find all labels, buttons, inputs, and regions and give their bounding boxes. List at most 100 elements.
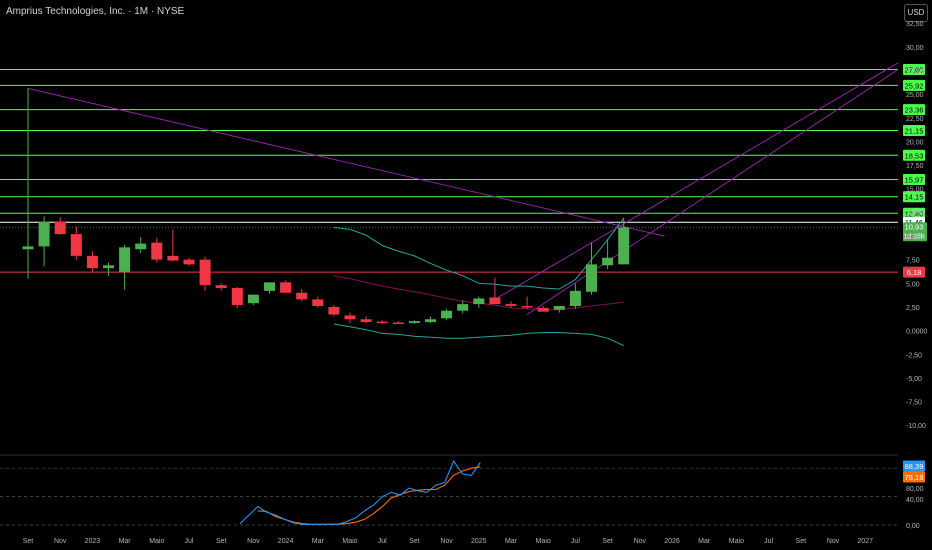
bb-upper-line: [333, 217, 625, 290]
candle-body[interactable]: [392, 322, 404, 325]
currency-button[interactable]: USD: [904, 4, 928, 22]
price-tick-label: -7,50: [906, 400, 922, 407]
candle-body[interactable]: [569, 290, 581, 307]
level-label: 18,53: [905, 151, 924, 160]
candle-body[interactable]: [103, 265, 114, 269]
time-tick-label: Jul: [764, 538, 773, 545]
candle-body[interactable]: [376, 321, 388, 324]
candle-body[interactable]: [505, 304, 517, 307]
candle-body[interactable]: [119, 247, 131, 272]
chart-title: Amprius Technologies, Inc. · 1M · NYSE: [6, 6, 185, 17]
price-axis: 32,50 30,00 27,50 25,00 22,50 20,00 17,50 15,00…: [906, 21, 928, 530]
candle-body[interactable]: [151, 242, 163, 260]
candle-body[interactable]: [360, 319, 372, 323]
candle-body[interactable]: [183, 259, 195, 265]
candle-body[interactable]: [489, 297, 501, 305]
stoch-d-line: [257, 466, 481, 525]
candle-body[interactable]: [328, 306, 340, 315]
candle-body[interactable]: [537, 307, 549, 312]
price-tick-label: 10,00: [906, 234, 924, 241]
stoch-value-tag: [903, 471, 925, 483]
candle-body[interactable]: [312, 299, 324, 307]
time-tick-label: Set: [216, 538, 227, 545]
candle-body[interactable]: [199, 259, 211, 286]
time-tick-label: 2026: [664, 538, 680, 545]
stoch-value-label: 78,18: [905, 473, 924, 482]
level-tag: [903, 104, 925, 116]
candle-body[interactable]: [231, 288, 243, 306]
bollinger-bands: [333, 217, 625, 347]
price-tick-label: 12,50: [906, 210, 924, 217]
candle-body[interactable]: [602, 257, 614, 266]
level-tag: [903, 64, 925, 76]
stoch-value-tag: [903, 460, 925, 472]
time-tick-label: 2024: [278, 538, 294, 545]
price-tick-label: 7,50: [906, 258, 920, 265]
grid: [0, 454, 898, 526]
time-tick-label: Jul: [185, 538, 194, 545]
trend-lines: [27, 62, 899, 315]
candle-body[interactable]: [280, 282, 292, 293]
last-price-label: 10,93: [905, 223, 924, 232]
candle-body[interactable]: [167, 255, 179, 261]
time-tick-label: Nov: [54, 538, 67, 545]
stoch-k-line: [239, 459, 481, 525]
level-tag: [903, 266, 925, 278]
candle-body[interactable]: [70, 234, 82, 256]
candle-body[interactable]: [215, 285, 227, 289]
level-tag: [903, 79, 925, 91]
time-tick-label: Maio: [729, 538, 744, 545]
candle-body[interactable]: [344, 315, 356, 320]
level-label: 25,92: [905, 81, 924, 90]
time-tick-label: Set: [23, 538, 34, 545]
price-tick-label: 5,00: [906, 281, 920, 288]
time-tick-label: Nov: [247, 538, 260, 545]
candle-body[interactable]: [457, 304, 469, 311]
time-tick-label: Mar: [312, 538, 325, 545]
candle-body[interactable]: [264, 282, 275, 291]
channel-upper: [494, 62, 899, 300]
level-label: 12,40: [905, 209, 924, 218]
candle-body[interactable]: [86, 255, 98, 269]
candle-body[interactable]: [54, 221, 66, 235]
time-tick-label: Jul: [378, 538, 387, 545]
candle-body[interactable]: [618, 227, 630, 265]
candle-body[interactable]: [22, 246, 34, 250]
stoch-value-label: 88,39: [905, 462, 924, 471]
stoch-tick-label: 40,00: [906, 497, 924, 504]
candle-body[interactable]: [296, 292, 308, 300]
time-tick-label: Set: [409, 538, 420, 545]
price-tick-label: 17,50: [906, 163, 924, 170]
time-tick-label: Nov: [827, 538, 840, 545]
candle-body[interactable]: [408, 321, 420, 324]
price-tick-label: -10,00: [906, 423, 926, 430]
level-tag: [903, 207, 925, 219]
countdown-label: 1d 15h: [903, 234, 925, 241]
time-tick-label: Maio: [342, 538, 357, 545]
level-label: 21,15: [905, 127, 924, 136]
level-label: 23,36: [905, 106, 924, 115]
price-tick-label: -2,50: [906, 352, 922, 359]
time-tick-label: Mar: [698, 538, 711, 545]
descending-trendline: [27, 87, 665, 237]
time-tick-label: 2025: [471, 538, 487, 545]
level-label: 27,60: [905, 66, 924, 75]
price-tick-label: 15,00: [906, 187, 924, 194]
time-tick-label: Maio: [536, 538, 551, 545]
time-tick-label: Mar: [505, 538, 518, 545]
candle-body[interactable]: [38, 221, 50, 247]
horizontal-levels: 27,60 25,92 23,36 21,15 18,53 15,97 14,15 12,40…: [0, 64, 925, 278]
time-tick-label: Jul: [571, 538, 580, 545]
candle-body[interactable]: [553, 306, 565, 310]
candle-body[interactable]: [135, 243, 147, 250]
price-tick-label: 22,50: [906, 116, 924, 123]
candle-body[interactable]: [247, 294, 259, 304]
price-tick-label: 25,00: [906, 92, 924, 99]
candle-body[interactable]: [521, 306, 533, 308]
candle-body[interactable]: [441, 310, 453, 319]
candle-body[interactable]: [473, 298, 485, 305]
candle-body[interactable]: [425, 319, 436, 323]
time-tick-label: Nov: [634, 538, 647, 545]
candle-body[interactable]: [586, 264, 597, 292]
